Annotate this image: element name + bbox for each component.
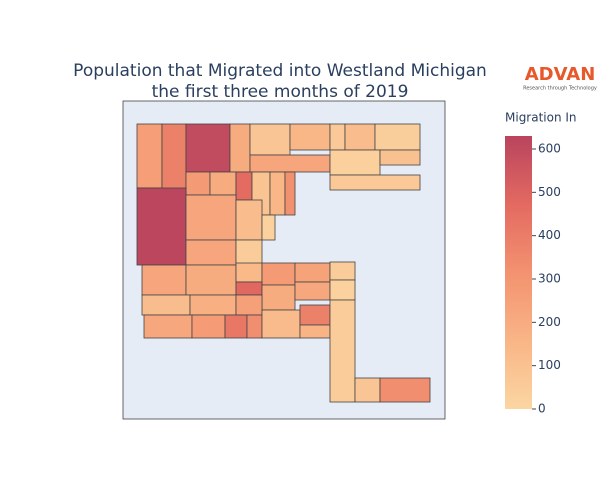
region bbox=[261, 284, 296, 311]
colorbar-tick-label: 300 bbox=[538, 272, 561, 286]
region bbox=[136, 187, 187, 266]
region bbox=[284, 171, 296, 216]
region bbox=[261, 309, 301, 339]
region bbox=[299, 324, 331, 339]
region bbox=[249, 154, 331, 173]
region bbox=[141, 264, 187, 296]
region bbox=[235, 262, 263, 283]
region bbox=[224, 314, 248, 339]
colorbar bbox=[505, 136, 532, 409]
region bbox=[143, 314, 193, 339]
colorbar-tick-label: 400 bbox=[538, 228, 561, 242]
region bbox=[294, 262, 331, 283]
region bbox=[329, 279, 356, 301]
region bbox=[374, 123, 421, 151]
colorbar-tick-label: 600 bbox=[538, 142, 561, 156]
region bbox=[294, 281, 331, 301]
logo: ADVAN bbox=[525, 64, 596, 85]
region bbox=[379, 149, 421, 166]
colorbar-tick-label: 500 bbox=[538, 185, 561, 199]
region bbox=[246, 314, 263, 339]
region bbox=[185, 123, 231, 173]
region bbox=[185, 171, 211, 196]
region bbox=[329, 174, 421, 191]
colorbar-tick-label: 100 bbox=[538, 358, 561, 372]
region bbox=[185, 239, 237, 266]
region bbox=[299, 304, 331, 326]
region bbox=[189, 294, 237, 316]
region bbox=[229, 123, 251, 173]
logo-tagline: Research through Technology bbox=[523, 86, 597, 92]
region bbox=[249, 123, 291, 156]
region bbox=[235, 199, 263, 241]
colorbar-tick-label: 0 bbox=[538, 402, 546, 416]
region bbox=[209, 171, 237, 196]
region bbox=[329, 123, 346, 151]
region bbox=[379, 377, 431, 403]
region bbox=[161, 123, 187, 191]
region bbox=[344, 123, 376, 151]
region bbox=[136, 123, 163, 189]
region bbox=[185, 264, 237, 296]
region bbox=[235, 281, 263, 296]
region bbox=[261, 214, 276, 241]
region bbox=[235, 239, 263, 266]
region bbox=[141, 294, 191, 316]
region bbox=[354, 377, 381, 403]
region bbox=[269, 171, 286, 216]
region bbox=[289, 123, 331, 151]
region bbox=[191, 314, 226, 339]
region bbox=[329, 299, 356, 403]
region bbox=[329, 261, 356, 281]
region bbox=[329, 149, 381, 176]
colorbar-title: Migration In bbox=[505, 111, 577, 125]
region bbox=[261, 262, 296, 286]
region bbox=[235, 294, 263, 316]
colorbar-tick-label: 200 bbox=[538, 315, 561, 329]
region bbox=[235, 171, 253, 201]
region bbox=[185, 194, 237, 241]
chart-title: Population that Migrated into Westland M… bbox=[73, 61, 487, 81]
chart-title: the first three months of 2019 bbox=[152, 82, 409, 102]
